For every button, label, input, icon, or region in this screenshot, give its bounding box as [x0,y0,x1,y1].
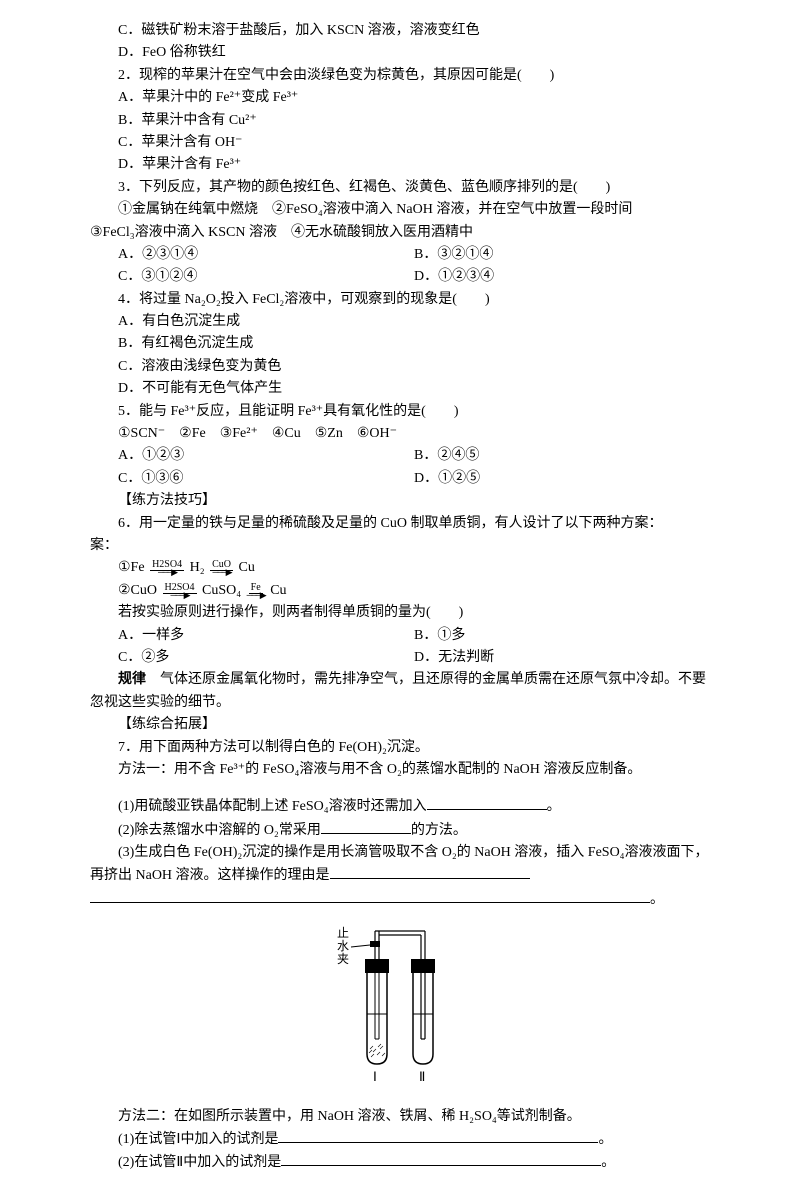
blank-input[interactable] [90,888,650,903]
q6-reaction-2: ②CuO H2SO4 ───▶ CuSO₄ Fe ───▶ Cu [90,580,710,602]
arrow-glyph: ───▶ [213,570,231,575]
q6-option-c: C．②多 [118,647,414,669]
stopper-label: 止 [337,926,349,940]
q7-method1: 方法一：用不含 Fe³⁺的 FeSO₄溶液与用不含 O₂的蒸馏水配制的 NaOH… [90,759,710,781]
r2-mid: CuSO₄ [202,583,241,598]
q3-option-d: D．①②③④ [414,266,710,288]
q7-p4-tail: 。 [598,1132,612,1147]
q5-options-row2: C．①③⑥ D．①②⑤ [90,468,710,490]
q6-options-row1: A．一样多 B．①多 [90,625,710,647]
q7-p2-text: (2)除去蒸馏水中溶解的 O₂常采用 [118,823,321,838]
section-method: 【练方法技巧】 [90,490,710,512]
q1-option-d: D．FeO 俗称铁红 [90,42,710,64]
r2-lead: ②CuO [118,583,157,598]
q3-options-row1: A．②③①④ B．③②①④ [90,244,710,266]
q6-stem-tail: 案： [90,535,710,557]
q5-cond: ①SCN⁻ ②Fe ③Fe²⁺ ④Cu ⑤Zn ⑥OH⁻ [90,423,710,445]
blank-input[interactable] [281,1151,601,1166]
arrow-icon: Fe ───▶ [247,583,265,598]
q6-option-b: B．①多 [414,625,710,647]
r1-end: Cu [238,560,254,575]
tube-1-label: Ⅰ [373,1069,377,1084]
spacer [90,781,710,795]
tube-2-label: Ⅱ [419,1069,425,1084]
svg-text:夹: 夹 [337,952,349,966]
apparatus-figure: 止 水 夹 [90,919,710,1097]
arrow-icon: H2SO4 ───▶ [150,560,184,575]
q7-part3-line2: 。 [90,888,710,911]
q6-reaction-1: ①Fe H2SO4 ───▶ H₂ CuO ───▶ Cu [90,557,710,579]
q7-p3-tail: 。 [650,892,664,907]
q7-part5: (2)在试管Ⅱ中加入的试剂是 。 [90,1151,710,1174]
q5-option-a: A．①②③ [118,445,414,467]
q3-option-b: B．③②①④ [414,244,710,266]
q7-part1: (1)用硫酸亚铁晶体配制上述 FeSO₄溶液时还需加入 。 [90,795,710,818]
q4-option-b: B．有红褐色沉淀生成 [90,333,710,355]
q4-option-d: D．不可能有无色气体产生 [90,378,710,400]
rule-text: 气体还原金属氧化物时，需先排净空气，且还原得的金属单质需在还原气氛中冷却。不要忽… [90,672,706,709]
q4-option-a: A．有白色沉淀生成 [90,311,710,333]
r1-mid: H₂ [190,560,205,575]
arrow-icon: H2SO4 ───▶ [163,583,197,598]
arrow-glyph: ───▶ [158,570,176,575]
q5-option-b: B．②④⑤ [414,445,710,467]
q6-tail: 若按实验原则进行操作，则两者制得单质铜的量为( ) [90,602,710,624]
q3-stem: 3．下列反应，其产物的颜色按红色、红褐色、淡黄色、蓝色顺序排列的是( ) [90,177,710,199]
arrow-glyph: ───▶ [247,593,265,598]
q6-stem: 6．用一定量的铁与足量的稀硫酸及足量的 CuO 制取单质铜，有人设计了以下两种方… [90,513,710,535]
q7-p5-tail: 。 [601,1155,615,1170]
q3-cond-1: ①金属钠在纯氧中燃烧 ②FeSO₄溶液中滴入 NaOH 溶液，并在空气中放置一段… [90,199,710,221]
blank-input[interactable] [330,864,530,879]
q7-part3: (3)生成白色 Fe(OH)₂沉淀的操作是用长滴管吸取不含 O₂的 NaOH 溶… [90,842,710,888]
q3-option-a: A．②③①④ [118,244,414,266]
q3-options-row2: C．③①②④ D．①②③④ [90,266,710,288]
q3-cond-2: ③FeCl₃溶液中滴入 KSCN 溶液 ④无水硫酸铜放入医用酒精中 [90,222,710,244]
q2-option-b: B．苹果汁中含有 Cu²⁺ [90,110,710,132]
q2-stem: 2．现榨的苹果汁在空气中会由淡绿色变为棕黄色，其原因可能是( ) [90,65,710,87]
q7-p5-text: (2)在试管Ⅱ中加入的试剂是 [118,1155,281,1170]
q7-p1-text: (1)用硫酸亚铁晶体配制上述 FeSO₄溶液时还需加入 [118,799,427,814]
svg-text:水: 水 [337,939,349,953]
q5-option-c: C．①③⑥ [118,468,414,490]
r1-lead: ①Fe [118,560,145,575]
blank-input[interactable] [278,1128,598,1143]
arrow-glyph: ───▶ [170,593,188,598]
q2-option-d: D．苹果汁含有 Fe³⁺ [90,154,710,176]
q5-stem: 5．能与 Fe³⁺反应，且能证明 Fe³⁺具有氧化性的是( ) [90,401,710,423]
q7-method2: 方法二：在如图所示装置中，用 NaOH 溶液、铁屑、稀 H₂SO₄等试剂制备。 [90,1106,710,1128]
q5-options-row1: A．①②③ B．②④⑤ [90,445,710,467]
q7-p4-text: (1)在试管Ⅰ中加入的试剂是 [118,1132,278,1147]
q3-option-c: C．③①②④ [118,266,414,288]
q4-option-c: C．溶液由浅绿色变为黄色 [90,356,710,378]
q7-p2-tail: 的方法。 [411,823,467,838]
blank-input[interactable] [427,795,547,810]
q6-rule: 规律 气体还原金属氧化物时，需先排净空气，且还原得的金属单质需在还原气氛中冷却。… [90,669,710,714]
blank-input[interactable] [321,819,411,834]
q2-option-c: C．苹果汁含有 OH⁻ [90,132,710,154]
q7-part2: (2)除去蒸馏水中溶解的 O₂常采用 的方法。 [90,819,710,842]
page: C．磁铁矿粉末溶于盐酸后，加入 KSCN 溶液，溶液变红色 D．FeO 俗称铁红… [0,0,800,1195]
q4-stem: 4．将过量 Na₂O₂投入 FeCl₂溶液中，可观察到的现象是( ) [90,289,710,311]
rule-label: 规律 [118,672,146,687]
r2-end: Cu [270,583,286,598]
q2-option-a: A．苹果汁中的 Fe²⁺变成 Fe³⁺ [90,87,710,109]
q6-option-a: A．一样多 [118,625,414,647]
q6-option-d: D．无法判断 [414,647,710,669]
section-extension: 【练综合拓展】 [90,714,710,736]
q5-option-d: D．①②⑤ [414,468,710,490]
q1-option-c: C．磁铁矿粉末溶于盐酸后，加入 KSCN 溶液，溶液变红色 [90,20,710,42]
arrow-icon: CuO ───▶ [210,560,233,575]
q7-p1-tail: 。 [547,799,561,814]
q6-options-row2: C．②多 D．无法判断 [90,647,710,669]
test-tube-apparatus-icon: 止 水 夹 [315,919,485,1089]
q7-stem: 7．用下面两种方法可以制得白色的 Fe(OH)₂沉淀。 [90,737,710,759]
